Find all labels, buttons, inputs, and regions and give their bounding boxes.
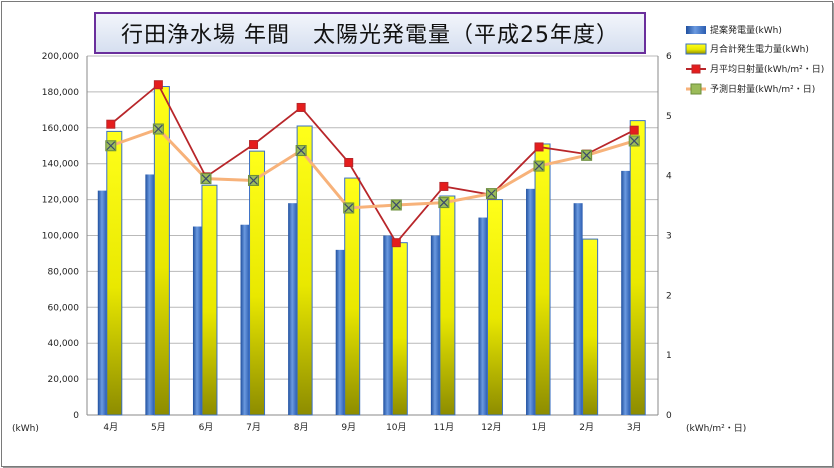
- bar-monthly-generation: [534, 143, 551, 416]
- bar-monthly-generation: [106, 130, 123, 416]
- y-left-tick-label: 140,000: [42, 160, 79, 170]
- bar-proposed-generation: [621, 170, 631, 415]
- y-left-tick-label: 80,000: [48, 267, 80, 277]
- legend-key-proposed: [686, 26, 706, 34]
- bar-monthly-generation: [582, 238, 599, 416]
- x-tick-label: 3月: [627, 422, 642, 433]
- legend-label-avg: 月平均日射量(kWh/m²・日): [710, 63, 824, 75]
- bar-monthly-generation: [629, 120, 646, 416]
- bar-monthly-generation: [439, 195, 456, 416]
- bar-proposed-generation: [573, 203, 583, 415]
- y-left-tick-label: 60,000: [48, 303, 80, 313]
- legend-key-forecast-marker: [690, 83, 702, 95]
- bar-proposed-generation: [430, 235, 440, 415]
- bar-proposed-generation: [383, 235, 393, 415]
- y-left-tick-label: 20,000: [48, 375, 80, 385]
- chart-title: 行田浄水場 年間 太陽光発電量（平成25年度）: [94, 12, 646, 54]
- marker-avg-irradiance: [249, 140, 259, 150]
- marker-forecast-irradiance-cross: [582, 150, 592, 160]
- y-left-tick-label: 40,000: [48, 339, 80, 349]
- marker-forecast-irradiance-cross: [534, 161, 544, 171]
- x-tick-label: 10月: [386, 422, 406, 433]
- bar-monthly-generation: [391, 242, 408, 416]
- y-right-tick-label: 0: [666, 411, 672, 421]
- marker-forecast-irradiance-cross: [249, 176, 258, 185]
- marker-avg-irradiance: [296, 102, 306, 112]
- y-right-tick-label: 5: [666, 112, 672, 122]
- y-right-unit-label: (kWh/m²・日): [686, 423, 746, 434]
- bar-monthly-generation: [486, 199, 503, 416]
- y-right-tick-label: 2: [666, 291, 672, 301]
- bar-proposed-generation: [97, 190, 107, 415]
- y-left-unit-label: (kWh): [12, 424, 39, 434]
- y-left-tick-label: 180,000: [42, 88, 79, 98]
- marker-forecast-irradiance-cross: [391, 200, 401, 210]
- line-forecast-irradiance: [110, 127, 635, 210]
- bar-proposed-generation: [288, 203, 298, 415]
- marker-avg-irradiance: [629, 125, 639, 135]
- legend-key-avg-marker: [691, 64, 701, 74]
- x-tick-label: 6月: [199, 422, 214, 433]
- bar-proposed-generation: [478, 217, 488, 415]
- line-avg-irradiance: [110, 83, 635, 245]
- x-tick-label: 1月: [532, 422, 547, 433]
- x-tick-label: 7月: [246, 422, 261, 433]
- marker-forecast-irradiance-cross: [487, 189, 496, 199]
- y-left-tick-label: 120,000: [42, 196, 79, 206]
- marker-forecast-irradiance-cross: [439, 198, 449, 208]
- bar-proposed-generation: [192, 226, 202, 415]
- bar-monthly-generation: [201, 184, 218, 416]
- marker-forecast-irradiance-cross: [629, 136, 639, 146]
- bar-monthly-generation: [344, 177, 361, 416]
- y-left-tick-label: 100,000: [42, 232, 79, 242]
- marker-avg-irradiance: [344, 158, 354, 168]
- bar-proposed-generation: [240, 224, 250, 415]
- y-left-tick-label: 0: [73, 411, 79, 421]
- x-tick-label: 11月: [434, 422, 454, 433]
- x-tick-label: 2月: [579, 422, 594, 433]
- x-tick-label: 5月: [151, 422, 166, 433]
- y-right-tick-label: 6: [666, 52, 672, 62]
- marker-avg-irradiance: [534, 142, 544, 152]
- bar-monthly-generation: [249, 150, 266, 416]
- x-tick-label: 9月: [341, 422, 356, 433]
- legend-key-monthly: [685, 43, 707, 55]
- legend-label-forecast: 予測日射量(kWh/m²・日): [710, 83, 815, 95]
- marker-forecast-irradiance-cross: [153, 124, 163, 134]
- x-tick-label: 12月: [481, 422, 501, 433]
- y-right-tick-label: 3: [666, 232, 672, 242]
- bar-monthly-generation: [153, 86, 170, 416]
- bar-proposed-generation: [526, 188, 536, 415]
- marker-forecast-irradiance-cross: [106, 141, 116, 151]
- marker-forecast-irradiance-cross: [296, 146, 306, 155]
- y-left-tick-label: 200,000: [42, 52, 79, 62]
- bar-proposed-generation: [335, 249, 345, 415]
- marker-avg-irradiance: [106, 119, 116, 129]
- marker-avg-irradiance: [391, 238, 401, 248]
- marker-avg-irradiance: [439, 181, 449, 191]
- x-tick-label: 4月: [103, 422, 118, 433]
- y-right-tick-label: 1: [666, 351, 672, 361]
- bar-monthly-generation: [296, 125, 313, 416]
- legend-label-proposed: 提案発電量(kWh): [710, 24, 782, 36]
- marker-forecast-irradiance-cross: [344, 203, 354, 213]
- legend-label-monthly: 月合計発生電力量(kWh): [710, 43, 809, 55]
- bar-proposed-generation: [145, 174, 155, 415]
- x-tick-label: 8月: [294, 422, 309, 433]
- marker-avg-irradiance: [153, 80, 163, 90]
- marker-forecast-irradiance-cross: [201, 174, 211, 184]
- y-left-tick-label: 160,000: [42, 124, 79, 134]
- y-right-tick-label: 4: [666, 172, 672, 182]
